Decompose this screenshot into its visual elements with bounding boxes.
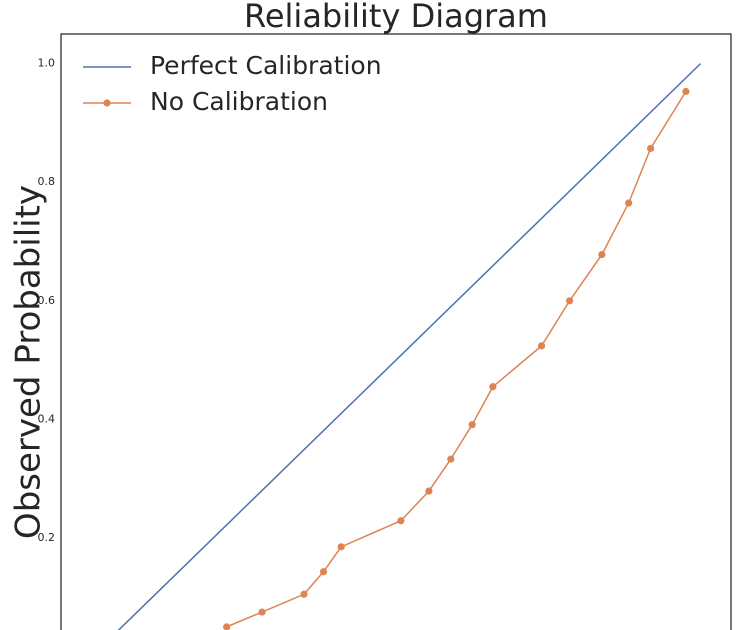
data-point [625, 199, 633, 207]
data-point [489, 383, 497, 391]
data-point [537, 342, 546, 350]
y-tick-label: 0.4 [38, 412, 56, 425]
data-point [565, 297, 574, 305]
y-tick-label: 0.8 [38, 175, 56, 188]
data-point [425, 487, 433, 495]
data-point [258, 608, 266, 616]
data-point [598, 250, 606, 259]
data-point [647, 144, 655, 153]
y-tick-label: 1.0 [38, 57, 56, 70]
data-point [223, 623, 231, 630]
legend-label: No Calibration [150, 87, 328, 116]
data-point [682, 87, 690, 96]
series-line [226, 91, 687, 628]
data-point [337, 543, 345, 551]
plot-area [117, 63, 702, 630]
chart-title: Reliability Diagram [244, 0, 548, 35]
legend-marker [103, 99, 111, 107]
y-tick-label: 0.2 [38, 531, 56, 544]
data-point [397, 517, 405, 525]
data-point [300, 590, 308, 598]
series-line [117, 63, 702, 630]
data-point [319, 568, 328, 576]
legend-label: Perfect Calibration [150, 51, 382, 80]
y-tick-label: 0.6 [38, 294, 56, 307]
data-point [447, 455, 455, 463]
data-point [468, 421, 476, 429]
axes-frame [60, 33, 732, 630]
y-axis-label: Observed Probability [9, 185, 49, 539]
legend: Perfect Calibration No Calibration [83, 51, 382, 116]
